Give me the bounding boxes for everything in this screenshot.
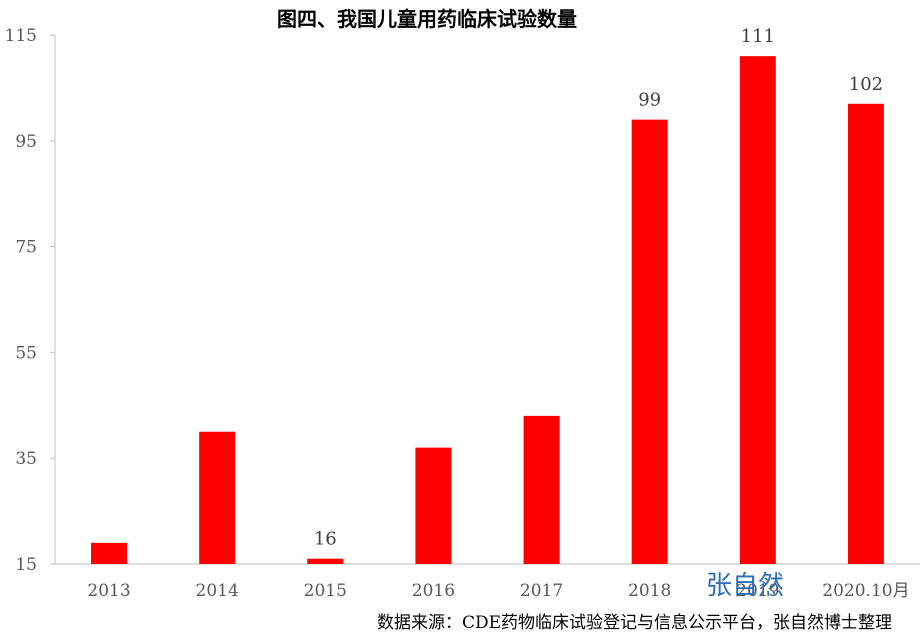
y-axis: 15 35 55 75 95 115	[5, 26, 56, 575]
x-tick-label: 2019	[736, 581, 779, 601]
data-label: 16	[314, 529, 337, 550]
bar	[631, 119, 668, 564]
x-tick-label: 2015	[304, 581, 347, 601]
y-tick-label: 95	[15, 132, 37, 152]
y-tick-label: 35	[15, 449, 37, 469]
bar	[739, 56, 776, 564]
y-tick-label: 75	[15, 238, 37, 258]
y-tick-label: 15	[15, 555, 37, 575]
bar	[523, 415, 560, 564]
x-tick-label: 2020.10月	[822, 581, 909, 601]
x-tick-label: 2016	[412, 581, 455, 601]
y-tick-label: 55	[15, 343, 37, 363]
bar	[91, 542, 128, 564]
bars	[91, 56, 884, 565]
x-tick-label: 2017	[520, 581, 563, 601]
bar	[307, 558, 344, 564]
chart-title: 图四、我国儿童用药临床试验数量	[277, 7, 577, 31]
data-label: 102	[849, 74, 883, 95]
x-tick-label: 2013	[87, 581, 130, 601]
data-label: 99	[638, 90, 661, 111]
watermark: 张自然	[706, 571, 784, 601]
data-label: 111	[741, 26, 775, 47]
source-note: 数据来源：CDE药物临床试验登记与信息公示平台，张自然博士整理	[377, 613, 892, 633]
x-axis: 2013 2014 2015 2016 2017 2018 2019 2020.10月	[55, 563, 920, 601]
bar	[847, 103, 884, 565]
y-tick-label: 115	[5, 26, 37, 46]
x-tick-label: 2014	[196, 581, 239, 601]
bar	[199, 431, 236, 564]
data-labels: 16 99 111 102	[314, 26, 883, 550]
x-tick-label: 2018	[628, 581, 671, 601]
bar	[415, 447, 452, 564]
